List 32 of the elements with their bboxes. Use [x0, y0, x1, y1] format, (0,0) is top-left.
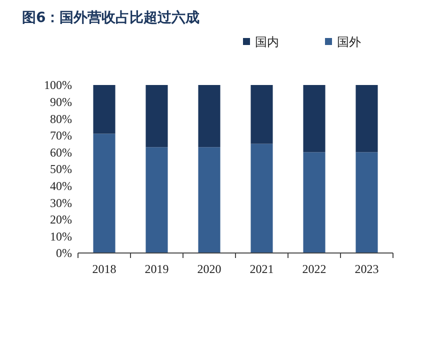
bar — [303, 152, 326, 253]
y-tick-label: 60% — [50, 145, 72, 160]
y-tick-label: 20% — [50, 212, 72, 227]
x-tick-label: 2018 — [92, 262, 116, 276]
bar — [146, 85, 168, 148]
y-tick-label: 0% — [56, 246, 72, 260]
x-tick-label: 2022 — [302, 262, 326, 276]
y-tick-label: 80% — [50, 112, 72, 126]
bar — [93, 85, 116, 134]
x-tick-label: 2023 — [354, 262, 379, 276]
y-tick-label: 90% — [50, 95, 72, 109]
y-tick-label: 30% — [50, 196, 72, 210]
bar — [146, 147, 168, 253]
legend-label: 国内 — [255, 35, 279, 50]
legend-label: 国外 — [337, 35, 361, 50]
x-tick-label: 2019 — [144, 262, 169, 276]
bar — [250, 144, 273, 253]
bar — [250, 85, 273, 144]
y-tick-label: 100% — [44, 78, 72, 92]
bar — [356, 85, 378, 152]
chart-title: 图6：国外营收占比超过六成 — [22, 9, 200, 26]
y-tick-label: 40% — [50, 179, 72, 193]
bar — [93, 134, 116, 253]
bar — [303, 85, 326, 152]
y-tick-label: 50% — [50, 162, 72, 176]
bar — [198, 85, 220, 148]
bar — [356, 152, 378, 253]
x-tick-label: 2020 — [197, 262, 222, 276]
y-tick-label: 10% — [50, 229, 72, 244]
x-tick-label: 2021 — [250, 262, 274, 276]
bar — [198, 147, 220, 253]
y-tick-label: 70% — [50, 128, 72, 143]
